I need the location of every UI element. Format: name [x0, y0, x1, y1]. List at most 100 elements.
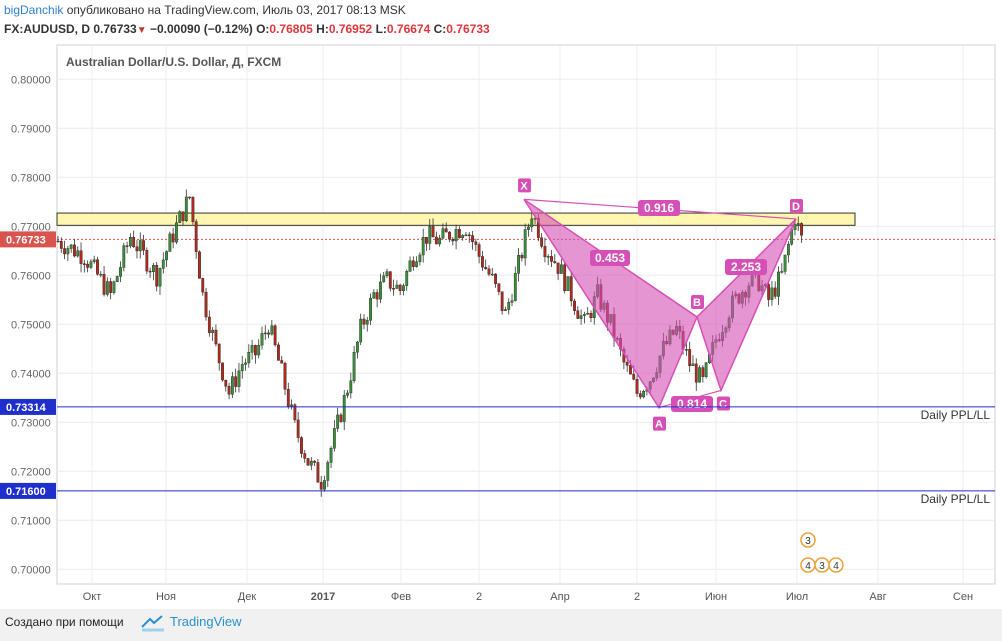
candle-body [211, 329, 215, 333]
pattern-point-A-bg [653, 416, 666, 431]
candle-body [510, 300, 514, 303]
candle-body [566, 276, 570, 292]
price-chart[interactable]: 0.916 0.453 0.814 2.253 X A B C D 0.73314 Daily P… [0, 0, 1002, 609]
candle-body [237, 370, 241, 387]
high-value: 0.76952 [328, 22, 373, 36]
y-tick-label: 0.71000 [11, 515, 51, 527]
y-tick-label: 0.72000 [11, 466, 51, 478]
event-marker[interactable] [800, 532, 816, 548]
candle-body [56, 240, 60, 243]
candle-body [770, 287, 774, 300]
candle-body [408, 260, 412, 272]
x-tick-label: Сен [953, 591, 973, 603]
candle-body [105, 281, 109, 295]
events: 34 3 4 [800, 532, 844, 573]
candle-body [375, 292, 379, 300]
y-tick-label: 0.70000 [11, 564, 51, 576]
candle-body [507, 302, 511, 310]
candle-body [471, 235, 474, 243]
ppl-label-bg [0, 482, 56, 499]
candle-body [152, 264, 155, 272]
candle-body [309, 460, 313, 466]
brand-link[interactable]: TradingView [170, 614, 242, 629]
candle-body [793, 224, 797, 230]
x-tick-label: Авг [869, 591, 886, 603]
harmonic-pattern[interactable]: 0.916 0.453 0.814 2.253 X A B C D [518, 178, 803, 431]
candle-body [319, 482, 323, 490]
x-tick-label: Ноя [156, 591, 176, 603]
x-tick-label: Апр [550, 591, 569, 603]
candle-body [82, 263, 86, 265]
candle-body [122, 245, 126, 268]
candle-body [579, 315, 583, 319]
candle-body [73, 244, 76, 257]
pattern-point-D: D [792, 201, 800, 213]
candle-body [280, 360, 284, 364]
candle-body [293, 404, 297, 421]
candle-body [349, 380, 353, 394]
candle-body [286, 389, 290, 407]
candle-body [629, 365, 632, 375]
y-axis: 0.80000 0.79000 0.78000 0.77000 0.76000 0.750… [0, 74, 56, 576]
tradingview-logo-icon[interactable] [140, 613, 166, 633]
candle-body [438, 237, 442, 245]
ohlc-line: FX:AUDUSD, D 0.76733▼ −0.00090 (−0.12%) … [4, 22, 490, 36]
candle-body [388, 271, 392, 289]
candle-body [684, 349, 688, 351]
candle-body [270, 325, 274, 335]
low-value: 0.76674 [386, 22, 431, 36]
candle-body [583, 314, 586, 316]
x-tick-label: Июн [705, 591, 727, 603]
candle-body [191, 196, 195, 222]
ppl-price-label: 0.73314 [6, 402, 47, 414]
candle-body [556, 262, 560, 274]
candle-body [102, 273, 106, 295]
ppl-line-text: Daily PPL/LL [921, 408, 991, 422]
candle-body [441, 228, 445, 239]
candle-body [688, 349, 692, 366]
candle-body [178, 211, 182, 223]
candle-body [168, 233, 172, 252]
candle-body [115, 276, 119, 282]
candle-body [454, 229, 458, 242]
ratio-bcd-bg [725, 259, 767, 275]
candle-body [125, 245, 129, 247]
down-arrow-icon: ▼ [136, 25, 147, 36]
candle-body [86, 263, 90, 268]
candle-body [184, 196, 188, 222]
author-link[interactable]: bigDanchik [4, 3, 64, 17]
plot-area[interactable] [56, 44, 996, 585]
x-tick-label: 2 [634, 591, 640, 603]
candle-body [444, 228, 448, 233]
candle-body [783, 254, 787, 272]
candle-body [313, 460, 317, 463]
candle-body [300, 437, 303, 454]
ppl-line-text: Daily PPL/LL [921, 492, 991, 506]
pattern-point-X-bg [518, 178, 531, 193]
candle-body [402, 285, 405, 292]
candle-body [563, 264, 567, 292]
candle-body [421, 237, 425, 256]
candle-body [188, 196, 191, 199]
event-label: 3 [819, 561, 825, 572]
ratio-xd: 0.916 [644, 201, 674, 215]
candle-body [194, 221, 198, 253]
x-tick-label: 2017 [311, 591, 335, 603]
candle-body [306, 458, 310, 466]
candle-body [550, 256, 553, 262]
candle-body [227, 385, 231, 395]
candle-body [234, 376, 238, 387]
candle-body [523, 229, 527, 259]
event-marker[interactable] [828, 557, 844, 573]
candle-body [145, 250, 149, 272]
candle-body [165, 251, 168, 261]
candle-body [425, 237, 428, 244]
candle-body [800, 223, 803, 236]
candle-body [296, 419, 300, 438]
candle-body [461, 235, 465, 239]
ppl-price-label: 0.71600 [6, 486, 46, 498]
candle-body [273, 325, 277, 346]
candle-body [576, 310, 580, 319]
candle-body [392, 288, 395, 290]
candle-body [69, 244, 73, 249]
